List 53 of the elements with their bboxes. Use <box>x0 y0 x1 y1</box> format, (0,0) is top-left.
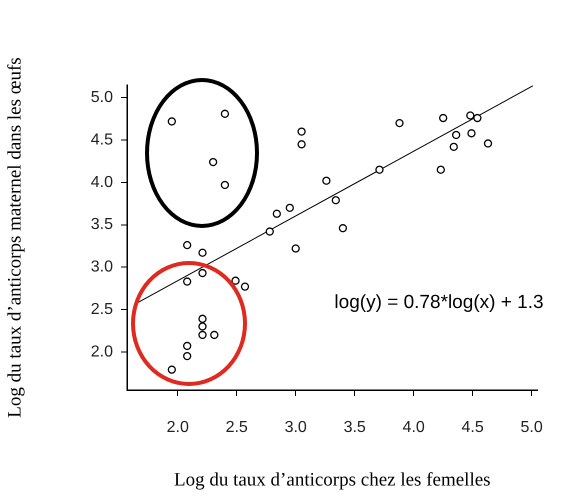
point <box>210 330 218 340</box>
point <box>198 268 207 278</box>
point <box>198 314 207 323</box>
point <box>292 244 300 253</box>
x-axis-title: Log du taux d’anticorps chez les femelles <box>174 470 491 491</box>
point <box>220 180 230 190</box>
point <box>332 196 340 204</box>
point <box>198 248 207 257</box>
point <box>286 204 294 212</box>
annotation: log(y) = 0.78*log(x) + 1.3 <box>334 292 544 314</box>
point <box>240 282 250 291</box>
point <box>168 366 176 374</box>
point <box>452 130 460 140</box>
point <box>338 224 348 232</box>
point <box>322 176 331 185</box>
point <box>231 276 240 285</box>
point <box>297 140 306 148</box>
point <box>466 111 474 120</box>
point <box>266 227 274 236</box>
x-tick-label: 3.5 <box>344 419 366 436</box>
point <box>439 114 448 122</box>
point <box>168 117 176 126</box>
x-tick-label: 5.0 <box>520 419 543 436</box>
point <box>272 210 281 218</box>
point <box>297 127 306 136</box>
point <box>450 142 458 151</box>
point <box>395 118 404 128</box>
point <box>208 158 218 166</box>
point <box>220 110 230 118</box>
y-axis-title: Log du taux d’anticorps maternel dans les œufs <box>4 57 26 418</box>
x-tick-label: 2.5 <box>226 419 248 436</box>
point <box>484 139 492 148</box>
point <box>183 342 192 350</box>
x-tick-label: 4.5 <box>462 419 484 436</box>
y-tick-label: 5.0 <box>90 89 114 106</box>
point <box>183 240 192 250</box>
point <box>183 277 192 286</box>
x-tick-label: 3.0 <box>284 419 307 436</box>
x-tick-label: 4.0 <box>402 419 425 436</box>
y-tick-label: 2.0 <box>90 343 114 360</box>
point <box>473 114 482 122</box>
point <box>198 330 207 340</box>
y-tick-label: 4.5 <box>90 131 114 148</box>
y-tick-label: 4.0 <box>90 174 114 191</box>
y-tick-label: 3.0 <box>90 258 114 276</box>
point <box>375 166 384 174</box>
point <box>436 166 445 174</box>
y-tick-label: 2.5 <box>90 300 114 318</box>
point <box>183 352 192 360</box>
point <box>198 322 207 331</box>
point <box>467 129 476 138</box>
x-tick-label: 2.0 <box>166 419 189 436</box>
y-tick-label: 3.5 <box>90 216 114 234</box>
